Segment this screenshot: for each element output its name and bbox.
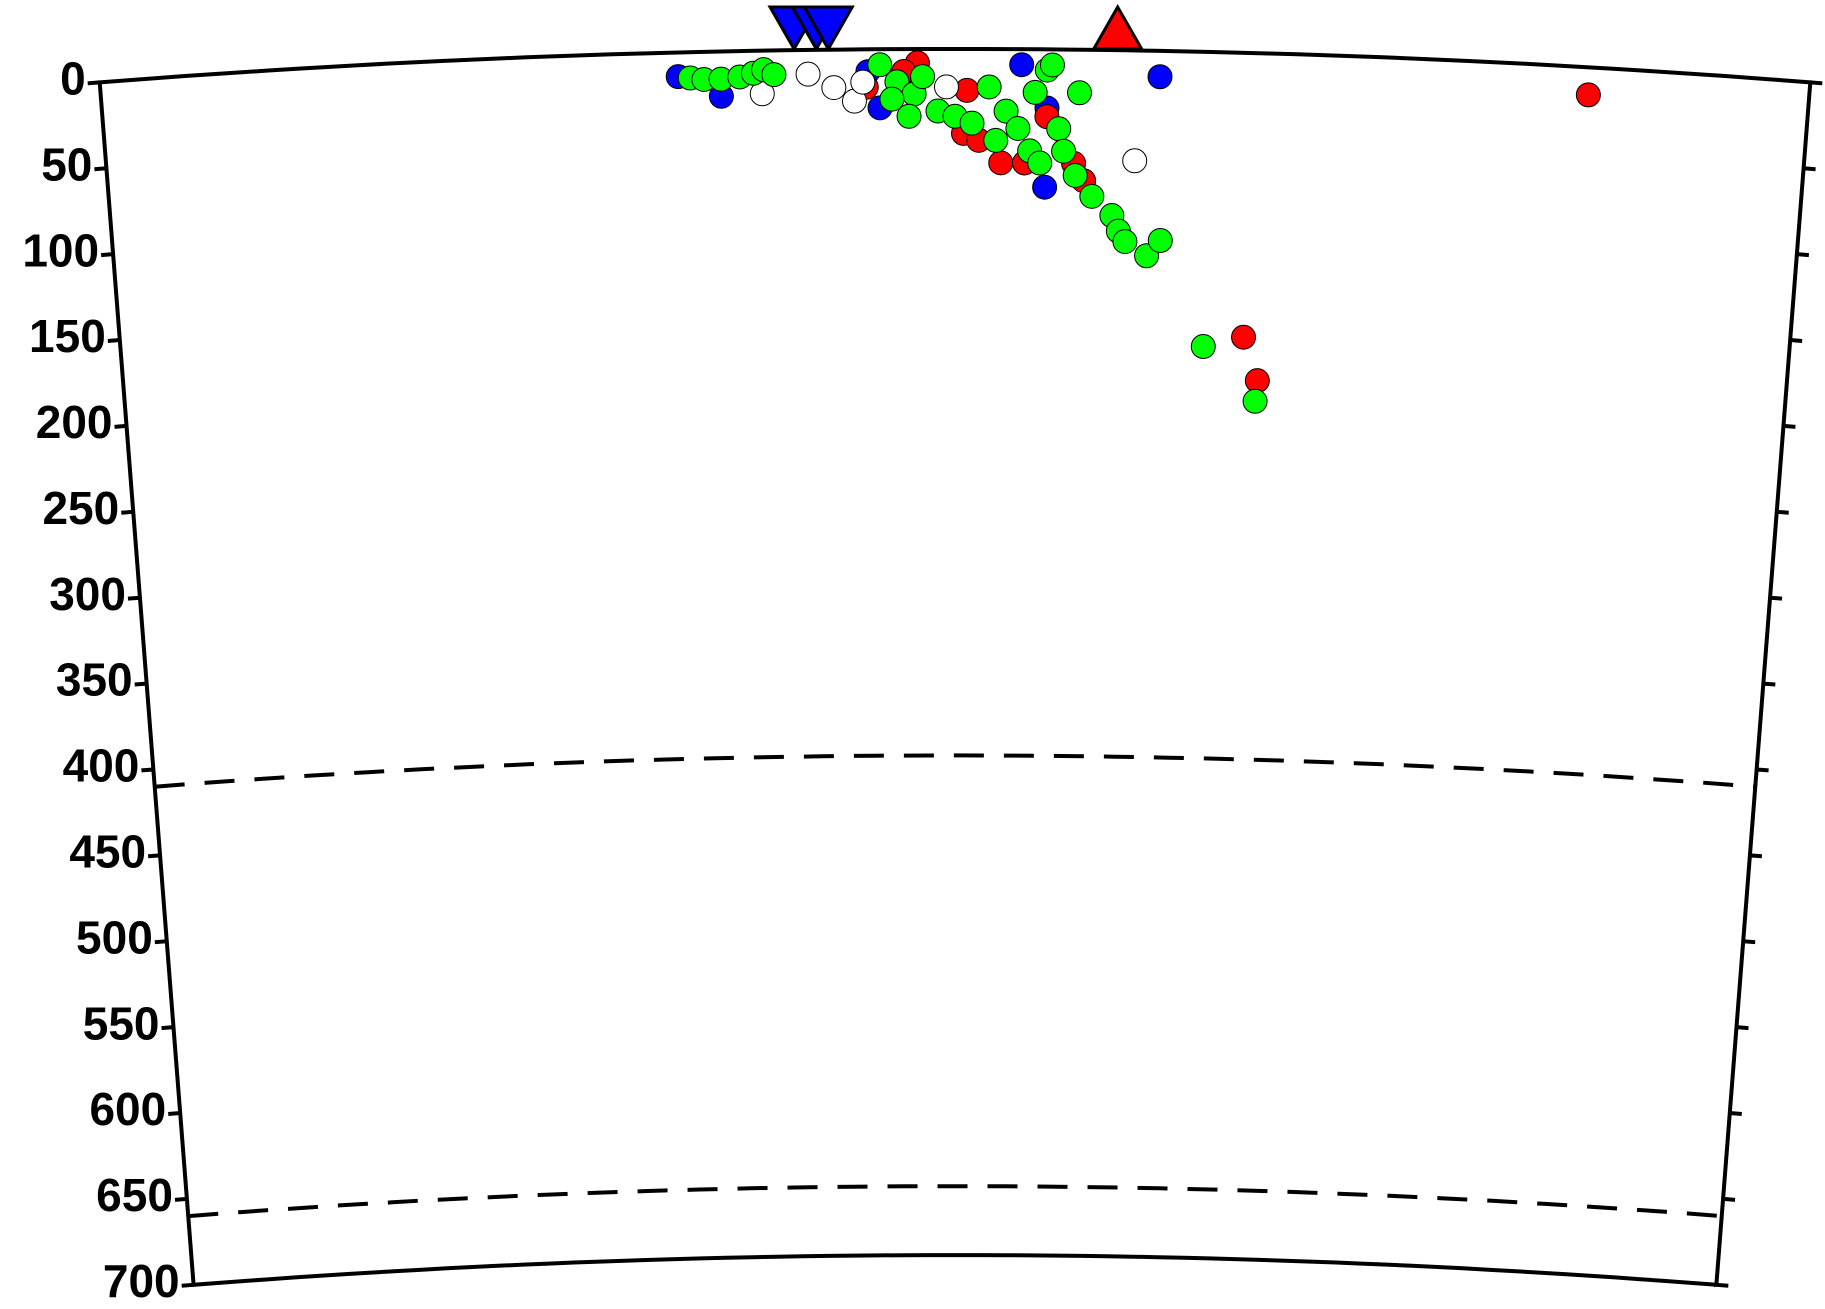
station <box>801 5 855 53</box>
y-tick-label: 550 <box>83 997 160 1049</box>
y-tick <box>1783 423 1796 429</box>
y-tick <box>181 1282 194 1288</box>
frame <box>97 47 1813 1288</box>
event <box>1067 80 1093 106</box>
event <box>1122 148 1148 174</box>
y-tick <box>168 1111 181 1116</box>
event <box>954 77 980 103</box>
y-tick <box>1769 595 1783 601</box>
y-tick-label: 350 <box>56 654 133 706</box>
y-tick-label: 500 <box>76 911 153 963</box>
event <box>1027 150 1053 176</box>
y-tick <box>1756 767 1769 773</box>
event <box>993 98 1019 124</box>
y-tick-label: 300 <box>49 568 126 620</box>
y-tick <box>174 1196 188 1202</box>
y-tick <box>147 853 161 859</box>
event <box>959 110 985 136</box>
y-tick <box>1716 1282 1729 1288</box>
y-tick <box>1763 681 1776 687</box>
y-tick <box>114 423 127 429</box>
y-tick <box>1790 338 1803 343</box>
y-tick-label: 0 <box>60 53 86 105</box>
event <box>1575 82 1601 108</box>
event <box>1062 162 1088 188</box>
y-tick <box>1776 509 1789 515</box>
y-tick <box>1796 252 1810 258</box>
y-tick-label: 100 <box>22 224 99 276</box>
event <box>1022 79 1048 105</box>
event <box>1009 52 1035 78</box>
event <box>1051 138 1077 164</box>
station <box>1091 3 1145 51</box>
y-tick-label: 650 <box>96 1169 173 1221</box>
event <box>1079 183 1105 209</box>
y-tick-label: 250 <box>42 482 119 534</box>
y-tick <box>1803 166 1816 172</box>
y-tick <box>100 252 114 258</box>
reference-line <box>188 1184 1722 1219</box>
event <box>988 150 1014 176</box>
y-tick <box>161 1025 174 1031</box>
y-tick <box>107 338 120 343</box>
event <box>1242 388 1268 414</box>
y-tick <box>127 595 141 601</box>
event <box>933 74 959 100</box>
y-tick <box>1736 1025 1749 1031</box>
event <box>896 103 922 129</box>
y-tick-label: 200 <box>36 396 113 448</box>
y-tick-label: 400 <box>63 740 140 792</box>
event <box>867 52 893 78</box>
event <box>1032 174 1058 200</box>
event <box>1039 52 1065 78</box>
event <box>976 74 1002 100</box>
y-tick <box>1749 853 1763 859</box>
y-tick <box>94 166 107 172</box>
y-tick <box>1810 80 1823 86</box>
event <box>795 61 821 87</box>
y-tick-label: 150 <box>29 310 106 362</box>
y-tick-label: 700 <box>103 1255 180 1307</box>
event <box>879 86 905 112</box>
y-tick <box>1722 1196 1736 1202</box>
event <box>1005 115 1031 141</box>
reference-line <box>154 753 1756 789</box>
y-tick <box>154 939 167 945</box>
event <box>1190 334 1216 360</box>
event <box>1231 324 1257 350</box>
event <box>1112 229 1138 255</box>
y-tick-label: 50 <box>41 138 92 190</box>
event <box>983 127 1009 153</box>
y-tick <box>134 681 147 687</box>
y-tick <box>1743 939 1756 945</box>
event <box>821 75 847 101</box>
event <box>1046 116 1072 142</box>
event <box>1147 64 1173 90</box>
y-tick-label: 600 <box>89 1083 166 1135</box>
event <box>850 69 876 95</box>
event <box>761 62 787 88</box>
y-tick <box>1729 1111 1742 1116</box>
y-tick <box>121 509 134 515</box>
y-tick <box>141 767 154 773</box>
y-tick <box>87 80 100 86</box>
event <box>910 64 936 90</box>
y-tick-label: 450 <box>69 826 146 878</box>
event <box>1147 227 1173 253</box>
